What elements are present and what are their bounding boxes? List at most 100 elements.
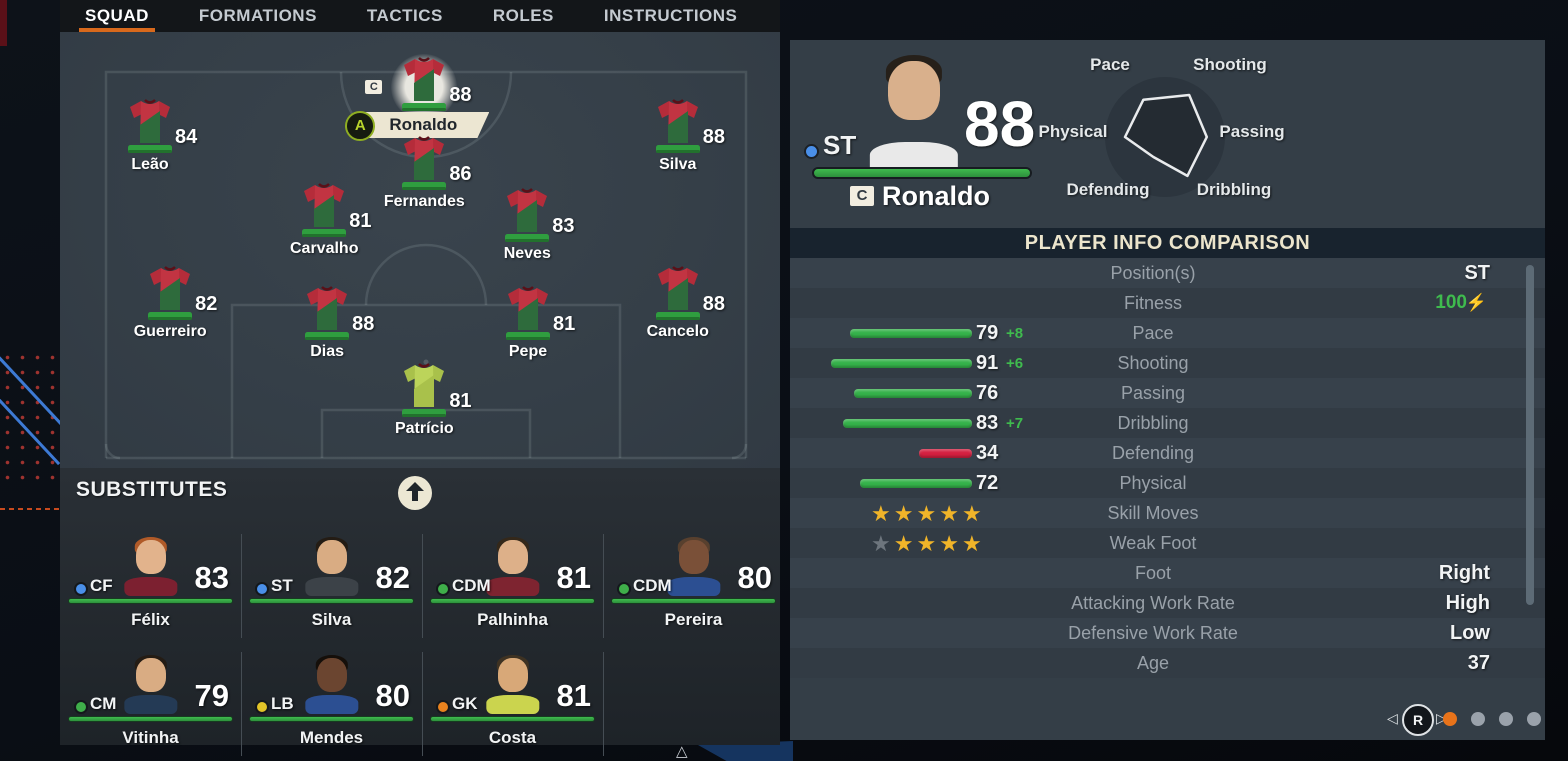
sub-position: CDM [633, 576, 672, 595]
player-rating: 88 [964, 88, 1036, 160]
card-divider [422, 534, 423, 638]
sub-position: GK [452, 694, 478, 713]
sub-fitness-bar [611, 598, 776, 604]
attribute-bar [919, 449, 972, 458]
page-dot-3[interactable] [1499, 712, 1513, 726]
player-photo [866, 54, 962, 174]
pitch-player-silva[interactable]: 88 Silva [655, 98, 725, 173]
comparison-row-attacking-work-rate: Attacking Work Rate High [790, 588, 1545, 618]
radar-label-dribbling: Dribbling [1196, 180, 1272, 199]
scroll-up-button[interactable] [398, 476, 432, 510]
page-next-icon[interactable]: ▷ [1436, 710, 1447, 726]
avatar-head [497, 540, 528, 574]
sub-name: Pereira [664, 610, 723, 629]
comparison-row-fitness: Fitness 100 ⚡ [790, 288, 1545, 318]
card-divider [241, 534, 242, 638]
position-dot [804, 144, 819, 159]
tab-roles[interactable]: ROLES [492, 6, 554, 25]
avatar-torso [666, 577, 721, 596]
leader-badge: A [345, 110, 376, 141]
tab-instructions[interactable]: INSTRUCTIONS [603, 6, 738, 25]
pitch-player-patrício[interactable]: 81 Patrício [395, 362, 472, 437]
attribute-delta: +7 [1006, 415, 1024, 432]
tab-bar: SQUAD FORMATIONS TACTICS ROLES INSTRUCTIONS [60, 0, 780, 32]
attribute-delta: +6 [1006, 355, 1024, 372]
attribute-label: Shooting [1117, 353, 1189, 373]
sub-card-palhinha[interactable]: CDM 81 Palhinha [422, 534, 603, 644]
arrow-up-icon [412, 490, 418, 501]
avatar-torso [485, 577, 540, 596]
player-rating: 83 [552, 215, 575, 238]
pitch-player-ronaldo[interactable]: C 88 A Ronaldo [345, 53, 490, 141]
pitch-player-leão[interactable]: 84 Leão [127, 98, 197, 173]
sub-rating: 80 [375, 678, 410, 713]
player-name: Ronaldo [389, 114, 458, 134]
attribute-label: Pace [1132, 323, 1174, 343]
attribute-label: Fitness [1123, 293, 1183, 313]
sub-card-pereira[interactable]: CDM 80 Pereira [603, 534, 784, 644]
sub-photo [122, 654, 180, 714]
sub-rating: 81 [556, 560, 591, 595]
attribute-radar-chart [1123, 93, 1209, 178]
page-prev-icon[interactable]: ◁ [1387, 710, 1398, 726]
avatar-head [316, 658, 347, 692]
page-dot-2[interactable] [1471, 712, 1485, 726]
jersey-icon [655, 265, 700, 320]
card-divider [241, 652, 242, 756]
page-dot-1[interactable] [1443, 712, 1457, 726]
attribute-label: Skill Moves [1107, 503, 1199, 523]
avatar-torso [123, 695, 178, 714]
attribute-label: Foot [1134, 563, 1172, 583]
player-name: Cancelo [646, 322, 709, 340]
pitch-player-carvalho[interactable]: 81 Carvalho [290, 182, 371, 257]
comparison-title: PLAYER INFO COMPARISON [1024, 232, 1311, 254]
comparison-row-weak-foot: Weak Foot ★★★★★ [790, 528, 1545, 558]
scrollbar-thumb[interactable] [1526, 265, 1534, 605]
player-rating: 88 [449, 83, 472, 106]
sub-rating: 79 [194, 678, 229, 713]
arrow-up-icon [406, 482, 424, 491]
sub-photo [484, 654, 542, 714]
attribute-value: Right [1438, 562, 1490, 584]
star-filled-icon: ★ [893, 531, 917, 556]
sub-card-silva[interactable]: ST 82 Silva [241, 534, 422, 644]
pitch-player-dias[interactable]: 88 Dias [304, 285, 374, 360]
sub-fitness-bar [249, 716, 414, 722]
player-name: Patrício [394, 420, 454, 438]
player-name: Guerreiro [133, 322, 207, 340]
player-name-banner: Ronaldo [357, 111, 490, 138]
tab-tactics[interactable]: TACTICS [366, 6, 443, 25]
page-dot-4[interactable] [1527, 712, 1541, 726]
substitutes-row: CM 79 Vitinha LB 80 Mendes GK 81 Costa [60, 652, 780, 761]
star-filled-icon: ★ [916, 501, 940, 526]
attribute-bar [850, 329, 972, 338]
tab-formations[interactable]: FORMATIONS [198, 6, 317, 25]
card-divider [603, 652, 604, 756]
avatar-torso [304, 577, 359, 596]
r-button[interactable]: R [1402, 704, 1434, 736]
pitch-player-fernandes[interactable]: 86 Fernandes [384, 135, 472, 210]
comparison-row-pace: Pace 79 +8 [790, 318, 1545, 348]
comparison-header: PLAYER INFO COMPARISON [790, 228, 1545, 258]
sub-card-mendes[interactable]: LB 80 Mendes [241, 652, 422, 761]
pitch-player-guerreiro[interactable]: 82 Guerreiro [134, 265, 217, 340]
jersey-icon [302, 183, 347, 237]
pitch-player-cancelo[interactable]: 88 Cancelo [647, 265, 725, 340]
avatar-head [678, 540, 709, 574]
sub-card-félix[interactable]: CF 83 Félix [60, 534, 241, 644]
pitch-player-pepe[interactable]: 81 Pepe [505, 285, 575, 360]
sub-card-vitinha[interactable]: CM 79 Vitinha [60, 652, 241, 761]
attribute-label: Physical [1119, 473, 1187, 493]
pitch-player-neves[interactable]: 83 Neves [504, 187, 575, 262]
fitness-value: 100 [1435, 292, 1467, 313]
star-filled-icon: ★ [871, 501, 894, 526]
player-name: Silva [659, 156, 697, 174]
jersey-icon [305, 285, 350, 340]
position-dot [255, 700, 269, 714]
substitutes-panel: SUBSTITUTES CF 83 Félix ST 82 Silva CDM 81 Palhi… [60, 468, 780, 756]
position-dot [436, 582, 450, 596]
tab-squad[interactable]: SQUAD [79, 0, 155, 32]
sub-photo [303, 536, 361, 596]
sub-card-costa[interactable]: GK 81 Costa [422, 652, 603, 761]
star-filled-icon: ★ [961, 501, 985, 526]
